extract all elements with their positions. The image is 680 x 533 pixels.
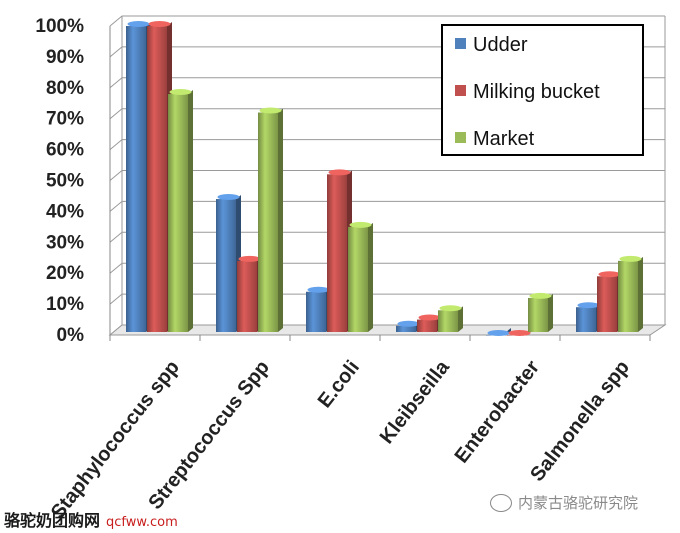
watermark-left-text: 骆驼奶团购网 [4,511,101,530]
wechat-logo-icon [490,493,512,512]
legend-swatch [455,38,466,49]
y-tick-label: 30% [46,232,84,253]
bar [618,255,643,332]
chart-legend: Udder Milking bucket Market [441,24,644,156]
legend-label: Milking bucket [473,81,600,103]
bar [528,292,553,332]
y-tick-label: 0% [57,325,85,346]
bar [486,328,511,336]
y-tick-label: 80% [46,78,84,99]
y-tick-label: 60% [46,140,84,161]
watermark-left: 骆驼奶团购网 qcfww.com [4,507,178,531]
watermark-right: 内蒙古骆驼研究院 [490,492,638,513]
y-tick-label: 40% [46,201,84,222]
y-axis-ticks: 0% 10% 20% 30% 40% 50% 60% 70% 80% 90% 100% [35,16,84,346]
legend-label: Market [473,128,535,150]
x-tick-label: Kleibseilla [376,356,455,448]
bar [258,107,283,333]
legend-swatch [455,85,466,96]
x-tick-label: Salmonella spp [526,357,634,486]
y-tick-label: 90% [46,47,84,68]
bar [168,88,193,332]
chart-bars [126,21,643,336]
y-tick-label: 100% [35,16,84,37]
bar [348,221,373,332]
y-tick-label: 10% [46,294,84,315]
y-tick-label: 20% [46,263,84,284]
y-tick-label: 70% [46,109,84,130]
y-tick-label: 50% [46,171,84,192]
bar [438,305,463,332]
x-tick-label: E.coli [314,357,364,413]
legend-label: Udder [473,34,528,56]
legend-swatch [455,132,466,143]
x-tick-label: Enterobacter [451,356,544,467]
watermark-right-text: 内蒙古骆驼研究院 [518,494,639,512]
watermark-left-url: qcfww.com [106,515,178,530]
